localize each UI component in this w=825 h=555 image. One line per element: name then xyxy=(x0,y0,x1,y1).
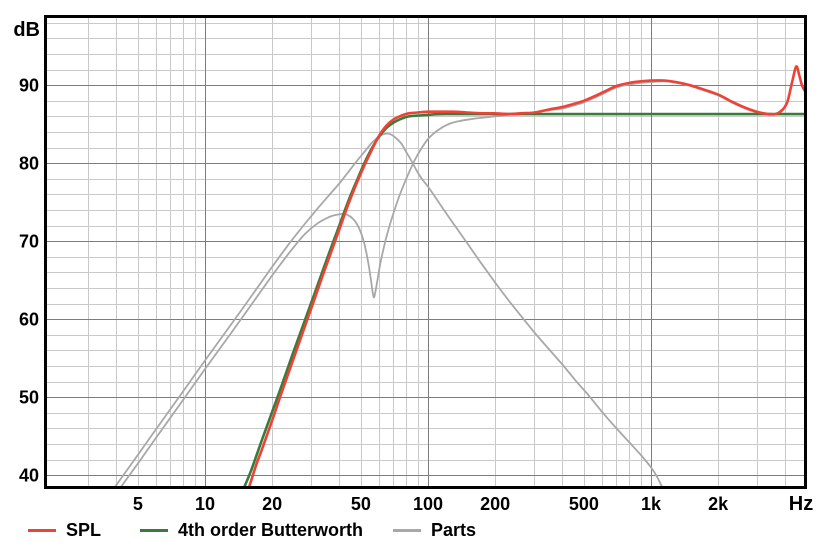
x-tick-label: 100 xyxy=(413,494,443,514)
parts-curve-2 xyxy=(119,66,806,487)
y-tick-label: 60 xyxy=(19,310,39,330)
y-tick-label: 80 xyxy=(19,154,39,174)
axis-labels-layer: dB Hz 90 80 70 60 50 40 5 10 20 50 100 200 500 1k 2k xyxy=(13,19,813,515)
spl-legend-swatch xyxy=(28,528,56,532)
curves-layer xyxy=(113,65,806,487)
plot-border xyxy=(44,15,807,489)
spl-curve xyxy=(247,65,806,487)
x-tick-label: 200 xyxy=(480,494,510,514)
x-tick-label: 500 xyxy=(569,494,599,514)
butterworth-legend-swatch xyxy=(140,528,168,532)
legend-item-parts: Parts xyxy=(393,518,476,542)
x-tick-label: 10 xyxy=(195,494,215,514)
y-axis-unit-label: dB xyxy=(13,19,40,41)
parts-legend-swatch xyxy=(393,528,421,532)
grid-layer xyxy=(47,17,805,487)
x-axis-unit-label: Hz xyxy=(789,493,813,515)
butterworth-legend-label: 4th order Butterworth xyxy=(178,519,364,540)
legend: SPL 4th order Butterworth Parts xyxy=(0,518,825,542)
y-tick-label: 90 xyxy=(19,76,39,96)
x-tick-label: 2k xyxy=(708,494,729,514)
parts-curve-1 xyxy=(113,132,664,487)
parts-legend-label: Parts xyxy=(431,519,477,540)
x-tick-label: 50 xyxy=(351,494,371,514)
y-tick-label: 50 xyxy=(19,388,39,408)
y-tick-label: 40 xyxy=(19,466,39,486)
x-tick-label: 1k xyxy=(641,494,662,514)
x-tick-label: 20 xyxy=(262,494,282,514)
x-tick-label: 5 xyxy=(133,494,143,514)
y-tick-label: 70 xyxy=(19,232,39,252)
legend-item-butterworth: 4th order Butterworth xyxy=(140,518,363,542)
spl-legend-label: SPL xyxy=(66,519,102,540)
butterworth-curve xyxy=(242,112,806,487)
legend-item-spl: SPL xyxy=(28,518,101,542)
